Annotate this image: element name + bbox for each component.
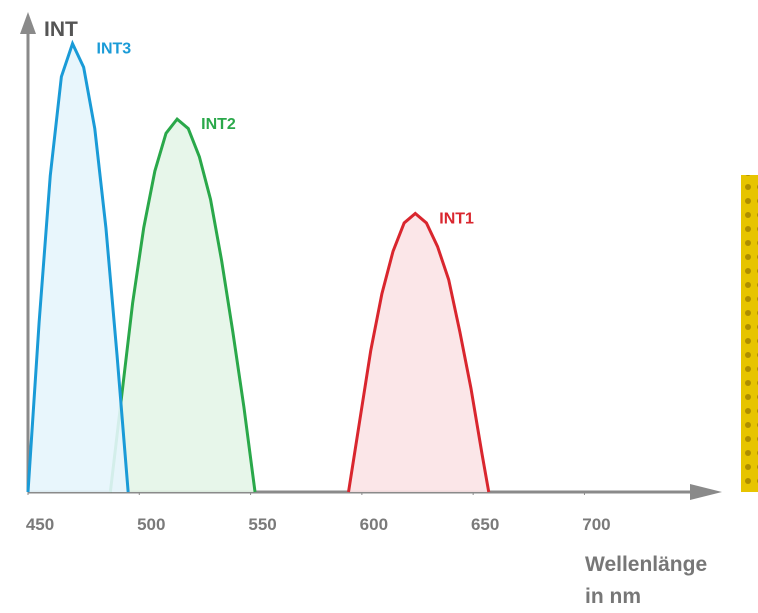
series-label: INT3 [97, 41, 132, 58]
area-line [110, 119, 255, 492]
plot-area: 450 500 550 600 650 700 INT1 INT2 INT3 [26, 41, 611, 534]
x-axis-arrow [690, 484, 722, 500]
area-line [349, 214, 489, 492]
x-axis-label: in nm [585, 585, 641, 608]
area-line [28, 44, 128, 492]
page: INT Wellenlänge in nm 450 500 550 600 650 700… [0, 0, 758, 613]
series-label: INT2 [201, 116, 236, 133]
x-tick-label: 700 [582, 515, 610, 534]
x-tick-label: 450 [26, 515, 54, 534]
y-axis-arrow [20, 12, 36, 34]
x-tick-label: 500 [137, 515, 165, 534]
series-label: INT1 [439, 211, 474, 228]
x-axis-label: Wellenlänge [585, 553, 707, 576]
x-tick-label: 550 [248, 515, 276, 534]
y-axis-label: INT [44, 18, 78, 41]
x-tick-label: 650 [471, 515, 499, 534]
side-image [741, 175, 758, 492]
x-tick-label: 600 [360, 515, 388, 534]
chart: INT Wellenlänge in nm 450 500 550 600 650 700… [0, 0, 758, 608]
